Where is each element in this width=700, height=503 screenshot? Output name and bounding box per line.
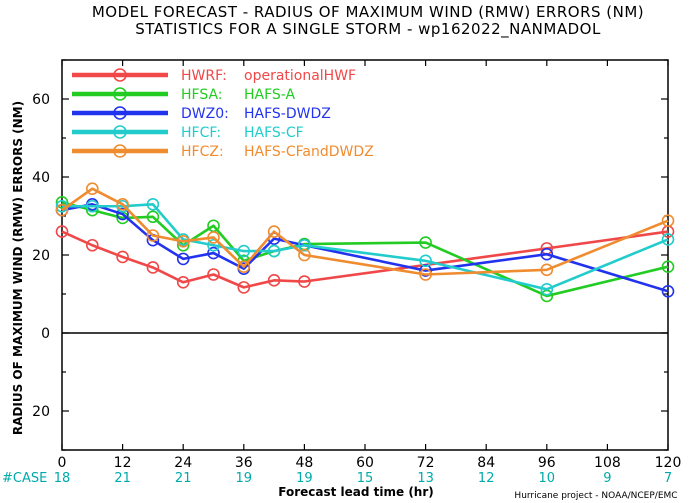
case-count: 15: [357, 471, 374, 486]
y-tick-label: 20: [32, 248, 50, 264]
x-tick-label: 108: [594, 455, 621, 471]
case-count: 18: [54, 471, 71, 486]
series-line: [61, 230, 669, 289]
case-count: 21: [175, 471, 192, 486]
series-group: [55, 182, 675, 303]
series-point: [116, 207, 129, 221]
chart-subtitle: STATISTICS FOR A SINGLE STORM - wp162022…: [135, 20, 601, 39]
chart-title: MODEL FORECAST - RADIUS OF MAXIMUM WIND …: [92, 3, 644, 21]
x-tick-label: 96: [538, 455, 556, 471]
credit-text: Hurricane project - NOAA/NCEP/EMC: [514, 491, 677, 501]
x-tick-label: 0: [58, 455, 67, 471]
legend-label: HAFS-CFandDWDZ: [244, 144, 374, 160]
series-point: [237, 260, 251, 274]
case-count: 21: [114, 471, 131, 486]
series-point: [419, 264, 432, 277]
case-count: 13: [417, 471, 434, 486]
case-count: 9: [603, 471, 611, 486]
series-point: [86, 238, 99, 252]
y-tick-label: 20: [32, 404, 50, 420]
x-tick-label: 60: [356, 455, 374, 471]
legend-code: DWZ0:: [181, 106, 229, 122]
case-count: 7: [664, 471, 672, 486]
y-tick-label: 60: [32, 92, 50, 108]
x-tick-label: 48: [295, 455, 313, 471]
series-point: [146, 210, 160, 224]
series-point: [540, 247, 554, 261]
series-point: [298, 275, 311, 288]
legend-marker: [113, 87, 127, 101]
legend-label: HAFS-DWDZ: [244, 106, 331, 122]
series-point: [207, 238, 220, 252]
series-point: [661, 214, 675, 227]
x-tick-label: 120: [655, 455, 682, 471]
series-point: [298, 248, 311, 262]
legend-code: HFCZ:: [181, 144, 224, 160]
x-tick-label: 36: [235, 455, 253, 471]
series-point: [176, 235, 190, 248]
series-point: [540, 283, 554, 296]
series-line: [61, 201, 669, 298]
series-point: [207, 231, 220, 244]
legend-marker: [113, 125, 127, 139]
series-point: [55, 203, 69, 217]
legend: HWRF: operationalHWF HFSA: HAFS-A DWZ0: HAFS-…: [72, 68, 374, 160]
legend-code: HFCF:: [181, 125, 221, 141]
series-point: [116, 250, 129, 264]
series-point: [237, 244, 251, 258]
legend-label: HAFS-A: [244, 87, 296, 103]
case-label: #CASE: [2, 471, 47, 486]
case-count: 10: [539, 471, 556, 486]
x-tick-label: 72: [417, 455, 435, 471]
y-tick-label: 40: [32, 170, 50, 186]
series-point: [116, 198, 129, 211]
series-point: [55, 225, 69, 238]
series-point: [176, 275, 190, 289]
series-point: [207, 246, 220, 260]
series-point: [86, 182, 99, 195]
legend-marker: [113, 144, 127, 158]
case-count: 12: [478, 471, 495, 486]
x-tick-label: 24: [174, 455, 192, 471]
legend-label: operationalHWF: [244, 68, 356, 84]
x-tick-label: 84: [477, 455, 495, 471]
legend-label: HAFS-CF: [244, 125, 304, 141]
y-axis-label: RADIUS OF MAXIMUM WIND (RMW) ERRORS (NM): [11, 101, 25, 435]
case-count: 19: [296, 471, 313, 486]
tick-labels: 0181221242136194819601572138412961010891…: [32, 92, 681, 486]
series-point: [237, 281, 251, 294]
series-point: [267, 225, 281, 238]
series-point: [86, 199, 99, 213]
series-point: [419, 236, 432, 249]
series-point: [55, 196, 69, 209]
case-count: 19: [236, 471, 253, 486]
series-point: [419, 268, 432, 281]
series-point: [267, 244, 281, 258]
series-point: [661, 260, 675, 274]
legend-marker: [113, 68, 127, 82]
series-point: [267, 274, 281, 287]
axes: [61, 59, 669, 451]
series-point: [661, 284, 675, 298]
series-point: [146, 198, 160, 211]
series-point: [207, 268, 220, 281]
legend-code: HFSA:: [181, 87, 223, 103]
legend-marker: [113, 106, 127, 120]
series-point: [540, 263, 554, 277]
x-axis-label: Forecast lead time (hr): [278, 485, 434, 499]
series-point: [298, 238, 311, 252]
y-tick-label: 0: [41, 326, 50, 342]
plot-frame: [61, 59, 669, 451]
legend-code: HWRF:: [181, 68, 227, 84]
x-tick-label: 12: [114, 455, 132, 471]
series-point: [419, 254, 432, 268]
series-point: [661, 233, 675, 246]
series-point: [176, 252, 190, 266]
series-point: [146, 229, 160, 242]
series-point: [146, 261, 160, 274]
